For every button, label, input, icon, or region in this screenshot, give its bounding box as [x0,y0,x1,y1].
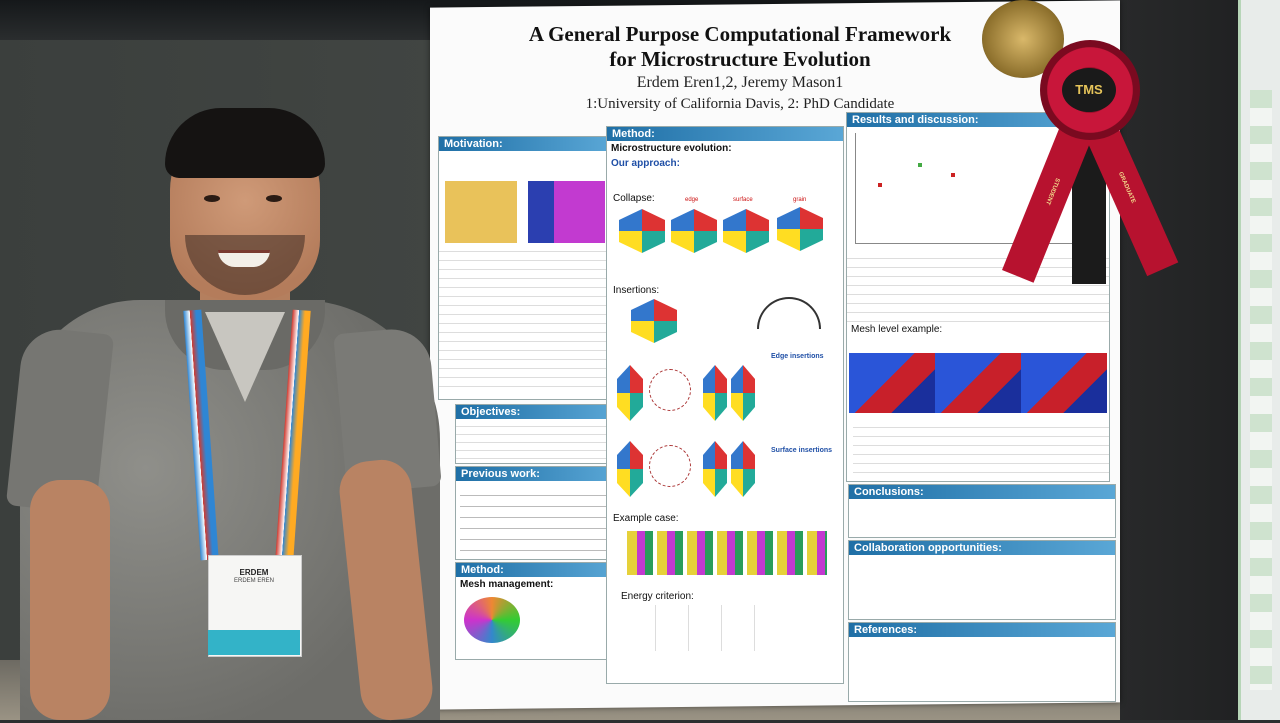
cube-label-grain: grain [793,197,807,203]
collaboration-heading: Collaboration opportunities: [849,541,1115,555]
surface-insertions-heading: Surface insertions [771,447,833,454]
person-hair [165,108,325,178]
badge-color-band [208,630,300,655]
poster-title: A General Purpose Computational Framewor… [440,22,1040,72]
collapse-cube-1 [619,209,665,253]
objectives-heading: Objectives: [456,405,618,419]
references-heading: References: [849,623,1115,637]
mesh-example-1 [849,353,935,413]
ribbon-left-text: STUDENT [1044,176,1061,206]
motivation-text-block [439,243,611,387]
motivation-section: Motivation: [438,136,612,400]
energy-criterion-heading: Energy criterion: [621,591,694,602]
mesh-level-heading: Mesh level example: [851,324,943,335]
mesh-level-text [853,419,1109,475]
person-right-eye [266,195,282,202]
mesh-example-2 [935,353,1021,413]
method-heading-2: Method: [456,563,618,577]
approach-heading: Our approach: [611,158,680,169]
edge-insertion-figure-1 [617,365,643,421]
mesh-management-heading: Mesh management: [460,579,554,590]
insertion-cube [631,299,677,343]
results-marker [918,163,923,167]
example-case-figures [627,531,827,575]
person-smile [218,250,270,267]
conclusions-section: Conclusions: [848,484,1116,538]
poster-authors: Erdem Eren1,2, Jeremy Mason1 [636,74,844,91]
cube-label-edge: edge [685,197,699,203]
collaboration-section: Collaboration opportunities: [848,540,1116,620]
surface-insertion-figure-3 [731,441,755,497]
method-section: Method: Microstructure evolution: Our ap… [606,126,844,684]
poster-title-line2: for Microstructure Evolution [609,47,871,71]
collapse-cube-2 [671,209,717,253]
ribbon-right-text: GRADUATE [1116,171,1137,205]
results-heading: Results and discussion: [847,113,1109,127]
objectives-section: Objectives: [455,404,619,464]
previous-work-table [460,485,614,553]
cube-label-surface: surface [733,197,753,203]
previous-work-heading: Previous work: [456,467,618,481]
neighbor-poster-strip [1250,90,1272,690]
collapse-cube-3 [723,209,769,253]
edge-insertion-figure-2 [703,365,727,421]
collapse-heading: Collapse: [613,193,655,204]
references-section: References: [848,622,1116,702]
surface-insertion-figure-2 [703,441,727,497]
results-text-block [847,250,1109,322]
insertions-heading: Insertions: [613,285,660,296]
circuit-diagram [649,369,691,411]
method-heading: Method: [607,127,843,141]
objectives-text-block [456,419,618,461]
person-left-arm [30,480,110,720]
motivation-figures [445,181,605,243]
results-section: Results and discussion: Mesh level examp… [846,112,1110,482]
badge-subname: ERDEM EREN [233,578,274,584]
conclusions-heading: Conclusions: [849,485,1115,499]
poster-affiliation: 1:University of California Davis, 2: PhD… [585,96,895,112]
torus-mesh-figure [464,597,520,643]
mesh-example-3 [1021,353,1107,413]
method-mesh-section: Method: Mesh management: [455,562,619,660]
path-diagram [649,445,691,487]
results-marker [950,173,955,177]
adjacency-graph-arc [757,297,821,329]
energy-criterion-figures [623,605,783,651]
edge-insertion-figure-3 [731,365,755,421]
ribbon-center-label: TMS [1062,68,1116,112]
surface-insertion-figure-1 [617,441,643,497]
results-marker [878,183,882,187]
person-left-eye [204,195,220,202]
edge-insertions-heading: Edge insertions [771,353,824,360]
example-case-heading: Example case: [613,513,679,524]
results-scatter-plot [855,133,1101,244]
poster-title-line1: A General Purpose Computational Framewor… [528,22,952,46]
motivation-heading: Motivation: [439,137,611,151]
microstructure-heading: Microstructure evolution: [611,143,732,154]
badge-name: ERDEM [239,568,269,577]
previous-work-section: Previous work: [455,466,619,560]
collapse-cube-4 [777,207,823,251]
